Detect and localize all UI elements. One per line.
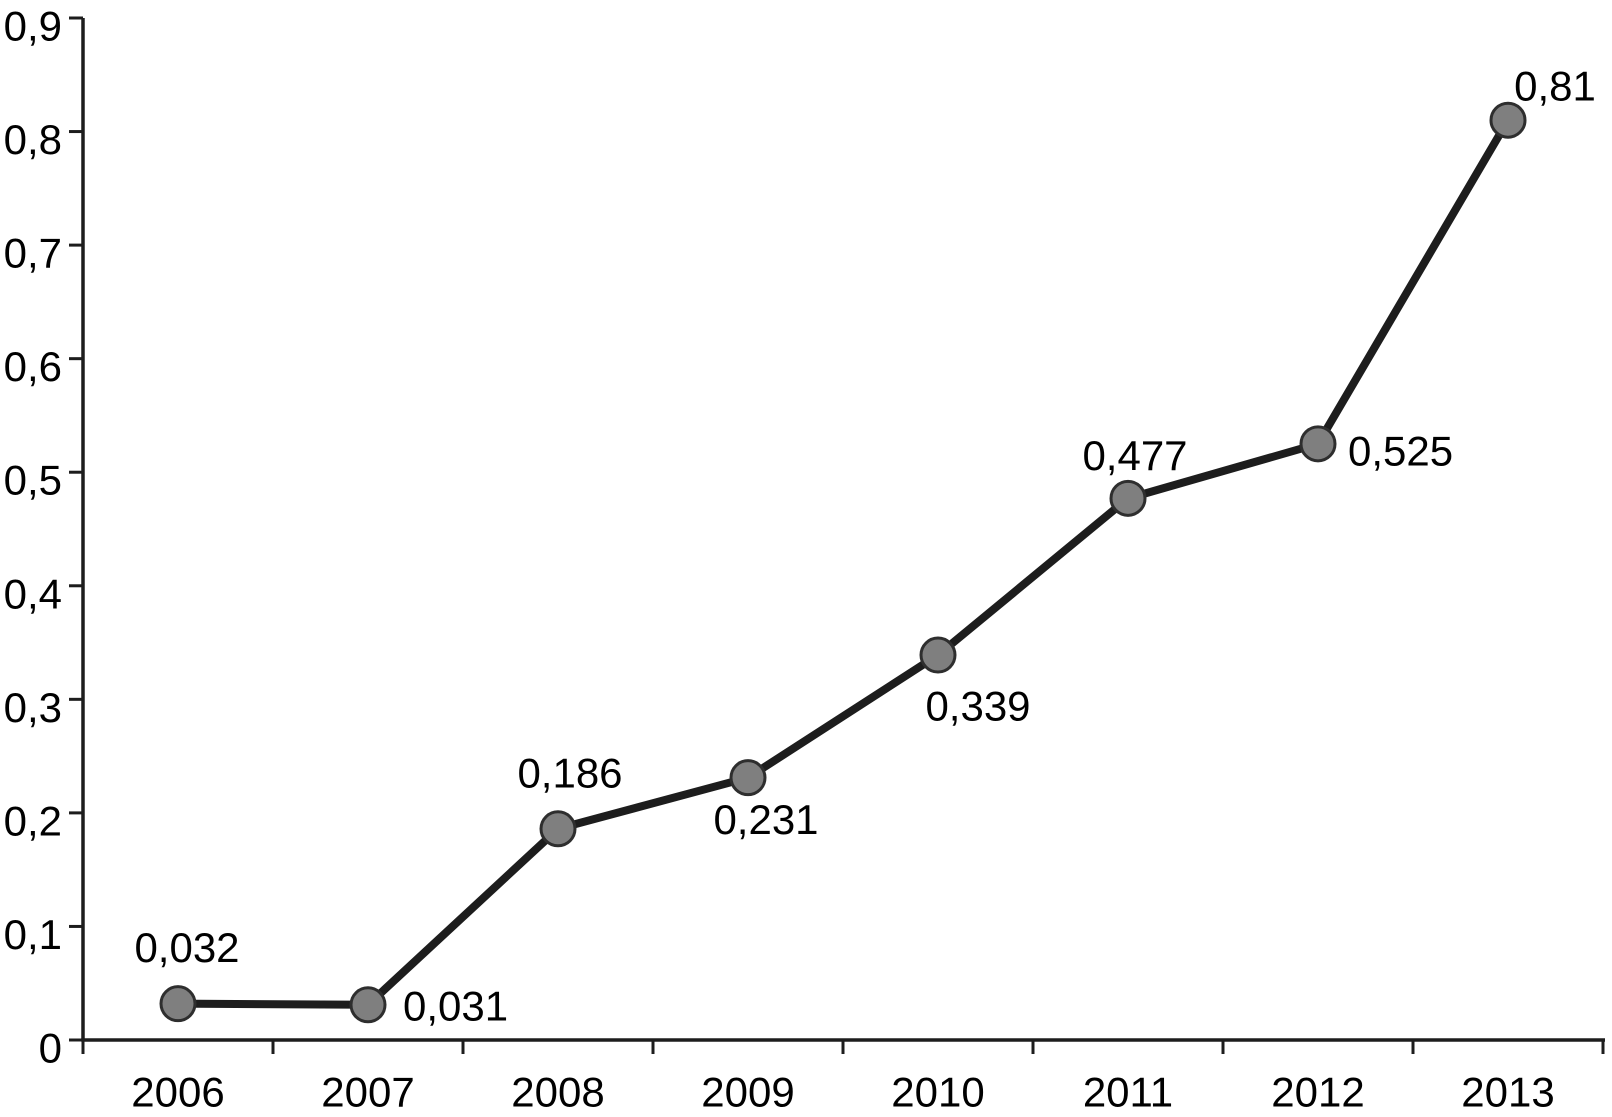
data-point-label: 0,231 [713, 796, 818, 843]
x-axis-label: 2008 [511, 1069, 604, 1116]
data-point-marker [1109, 479, 1147, 517]
y-tick-label: 0 [39, 1025, 62, 1072]
x-axis-label: 2007 [321, 1069, 414, 1116]
y-tick-label: 0,2 [4, 797, 62, 844]
data-point-marker [159, 985, 197, 1023]
x-axis-ticks [81, 1040, 1605, 1054]
data-point-label: 0,525 [1348, 427, 1453, 474]
y-axis-tick-labels: 0 0,1 0,2 0,3 0,4 0,5 0,6 0,7 0,8 0,9 [4, 3, 62, 1072]
data-point-marker [539, 810, 577, 848]
series-line [174, 116, 1512, 1009]
x-axis-label: 2013 [1461, 1069, 1554, 1116]
data-point-label: 0,81 [1514, 63, 1596, 110]
x-axis-label: 2010 [891, 1069, 984, 1116]
data-point-marker [1299, 425, 1337, 463]
y-tick-label: 0,7 [4, 230, 62, 277]
y-tick-label: 0,4 [4, 570, 62, 617]
data-point-markers [159, 101, 1527, 1024]
data-point-labels: 0,032 0,031 0,186 0,231 0,339 0,477 0,525 0,81 [134, 63, 1595, 1030]
data-point-label: 0,031 [403, 982, 508, 1029]
data-point-label: 0,477 [1082, 432, 1187, 479]
x-axis-label: 2006 [131, 1069, 224, 1116]
data-series [174, 116, 1512, 1009]
data-point-marker [919, 636, 957, 674]
data-point-label: 0,032 [134, 924, 239, 971]
x-axis-label: 2012 [1271, 1069, 1364, 1116]
x-axis-label: 2011 [1083, 1069, 1173, 1116]
x-axis-category-labels: 2006 2007 2008 2009 2010 2011 2012 2013 [131, 1069, 1554, 1116]
y-tick-label: 0,3 [4, 684, 62, 731]
y-tick-label: 0,5 [4, 457, 62, 504]
data-point-marker [349, 986, 387, 1024]
y-axis-ticks [69, 16, 83, 1042]
y-tick-label: 0,9 [4, 3, 62, 50]
data-point-marker [729, 759, 767, 797]
y-tick-label: 0,6 [4, 343, 62, 390]
data-point-label: 0,186 [517, 749, 622, 796]
data-point-marker [1489, 101, 1527, 139]
y-tick-label: 0,1 [4, 911, 62, 958]
y-tick-label: 0,8 [4, 116, 62, 163]
data-point-label: 0,339 [925, 683, 1030, 730]
x-axis-label: 2009 [701, 1069, 794, 1116]
axes [81, 18, 1605, 1042]
